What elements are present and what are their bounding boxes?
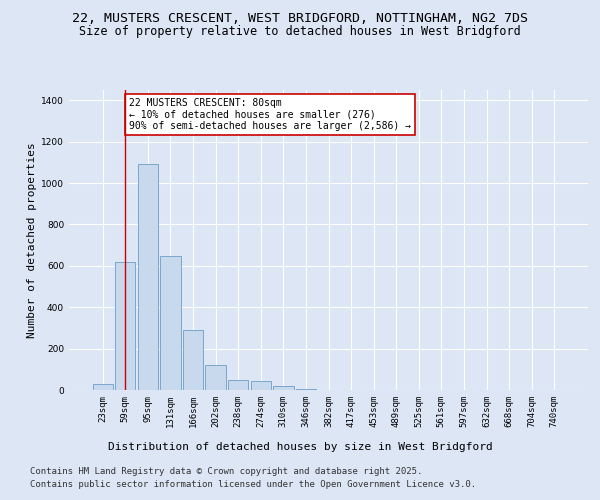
Bar	[115, 262, 136, 390]
Text: Distribution of detached houses by size in West Bridgford: Distribution of detached houses by size …	[107, 442, 493, 452]
Text: Size of property relative to detached houses in West Bridgford: Size of property relative to detached ho…	[79, 25, 521, 38]
Text: 22 MUSTERS CRESCENT: 80sqm
← 10% of detached houses are smaller (276)
90% of sem: 22 MUSTERS CRESCENT: 80sqm ← 10% of deta…	[129, 98, 411, 132]
Bar	[205, 365, 226, 390]
Bar	[92, 384, 113, 390]
Text: Contains HM Land Registry data © Crown copyright and database right 2025.: Contains HM Land Registry data © Crown c…	[30, 467, 422, 476]
Bar	[228, 380, 248, 390]
Bar	[138, 164, 158, 390]
Bar	[273, 386, 293, 390]
Bar	[183, 330, 203, 390]
Bar	[251, 380, 271, 390]
Bar	[296, 389, 316, 390]
Text: Contains public sector information licensed under the Open Government Licence v3: Contains public sector information licen…	[30, 480, 476, 489]
Y-axis label: Number of detached properties: Number of detached properties	[27, 142, 37, 338]
Bar	[160, 256, 181, 390]
Text: 22, MUSTERS CRESCENT, WEST BRIDGFORD, NOTTINGHAM, NG2 7DS: 22, MUSTERS CRESCENT, WEST BRIDGFORD, NO…	[72, 12, 528, 26]
